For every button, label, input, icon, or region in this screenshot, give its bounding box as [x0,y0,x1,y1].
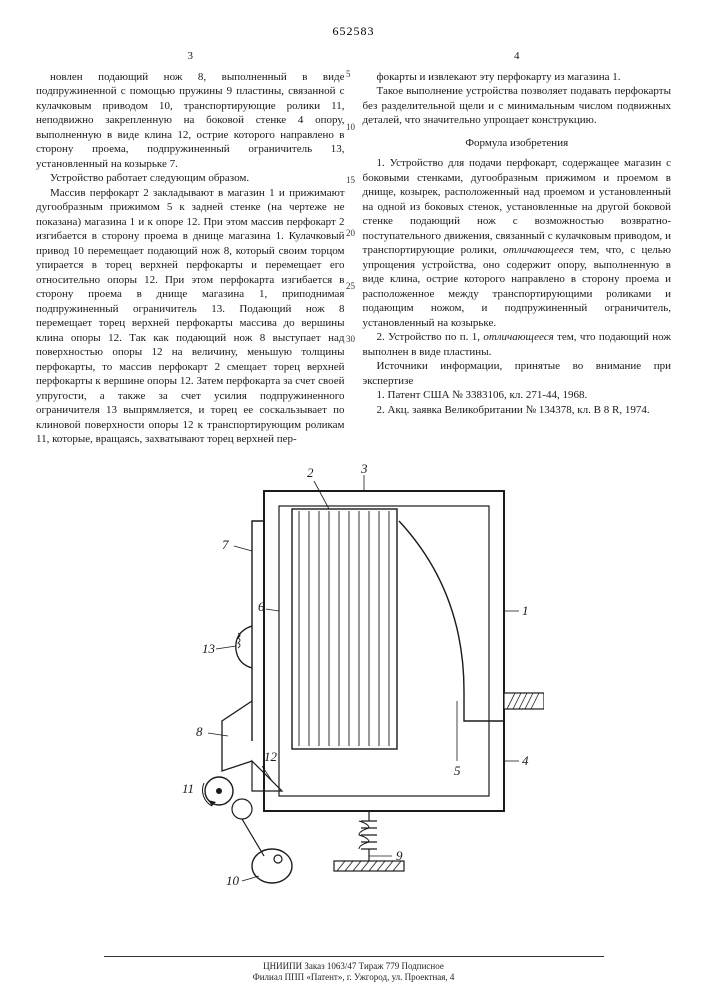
line-marker: 10 [346,123,355,132]
paragraph: Такое выполнение устройства позволяет по… [363,84,672,128]
column-number-right: 4 [363,49,672,64]
patent-page: 652583 5 10 15 20 25 30 3 новлен подающи… [0,0,707,1000]
footer-line-1: ЦНИИПИ Заказ 1063/47 Тираж 779 Подписное [0,961,707,973]
fig-label-12: 12 [264,749,278,764]
fig-label-6: 6 [258,599,265,614]
fig-label-8: 8 [196,724,203,739]
fig-label-13: 13 [202,641,216,656]
left-column: 3 новлен подающий нож 8, выполненный в в… [36,49,345,447]
fig-label-5: 5 [454,763,461,778]
fig-label-1: 1 [522,603,529,618]
claim-text: 1. Устройство для подачи перфокарт, соде… [363,157,672,256]
paragraph: Массив перфокарт 2 закладывают в магазин… [36,186,345,447]
patent-figure: 3 2 7 13 8 11 12 5 6 1 4 9 10 [164,461,544,891]
line-marker: 5 [346,70,355,79]
fig-label-11: 11 [182,781,194,796]
line-number-gutter: 5 10 15 20 25 30 [346,70,355,388]
fig-label-3: 3 [360,461,368,476]
text-columns: 5 10 15 20 25 30 3 новлен подающий нож 8… [36,49,671,447]
claim-2: 2. Устройство по п. 1, отличающееся тем,… [363,330,672,359]
claim-emphasis: отличающееся [483,331,553,343]
claim-text: тем, что, с целью упрощения устройства, … [363,244,672,329]
line-marker: 15 [346,176,355,185]
line-marker: 25 [346,282,355,291]
fig-label-4: 4 [522,753,529,768]
claim-text: 2. Устройство по п. 1, [377,331,484,343]
fig-label-9: 9 [396,848,403,863]
right-column: 4 фокарты и извлекают эту перфокарту из … [363,49,672,447]
paragraph: новлен подающий нож 8, выполненный в вид… [36,70,345,172]
document-number: 652583 [36,24,671,39]
claim-emphasis: отличающееся [503,244,573,256]
page-footer: ЦНИИПИ Заказ 1063/47 Тираж 779 Подписное… [0,956,707,984]
footer-rule [104,956,604,957]
paragraph: Устройство работает следующим образом. [36,171,345,186]
fig-label-7: 7 [222,537,229,552]
line-marker: 30 [346,335,355,344]
figure-svg: 3 2 7 13 8 11 12 5 6 1 4 9 10 [164,461,544,891]
paragraph: фокарты и извлекают эту перфокарту из ма… [363,70,672,85]
reference-item: 2. Акц. заявка Великобритании № 134378, … [363,403,672,418]
column-number-left: 3 [36,49,345,64]
claim-1: 1. Устройство для подачи перфокарт, соде… [363,156,672,330]
reference-item: 1. Патент США № 3383106, кл. 271-44, 196… [363,388,672,403]
section-heading: Формула изобретения [363,136,672,151]
line-marker: 20 [346,229,355,238]
fig-label-10: 10 [226,873,240,888]
fig-label-2: 2 [307,465,314,480]
footer-line-2: Филиал ППП «Патент», г. Ужгород, ул. Про… [0,972,707,984]
references-heading: Источники информации, принятые во вниман… [363,359,672,388]
